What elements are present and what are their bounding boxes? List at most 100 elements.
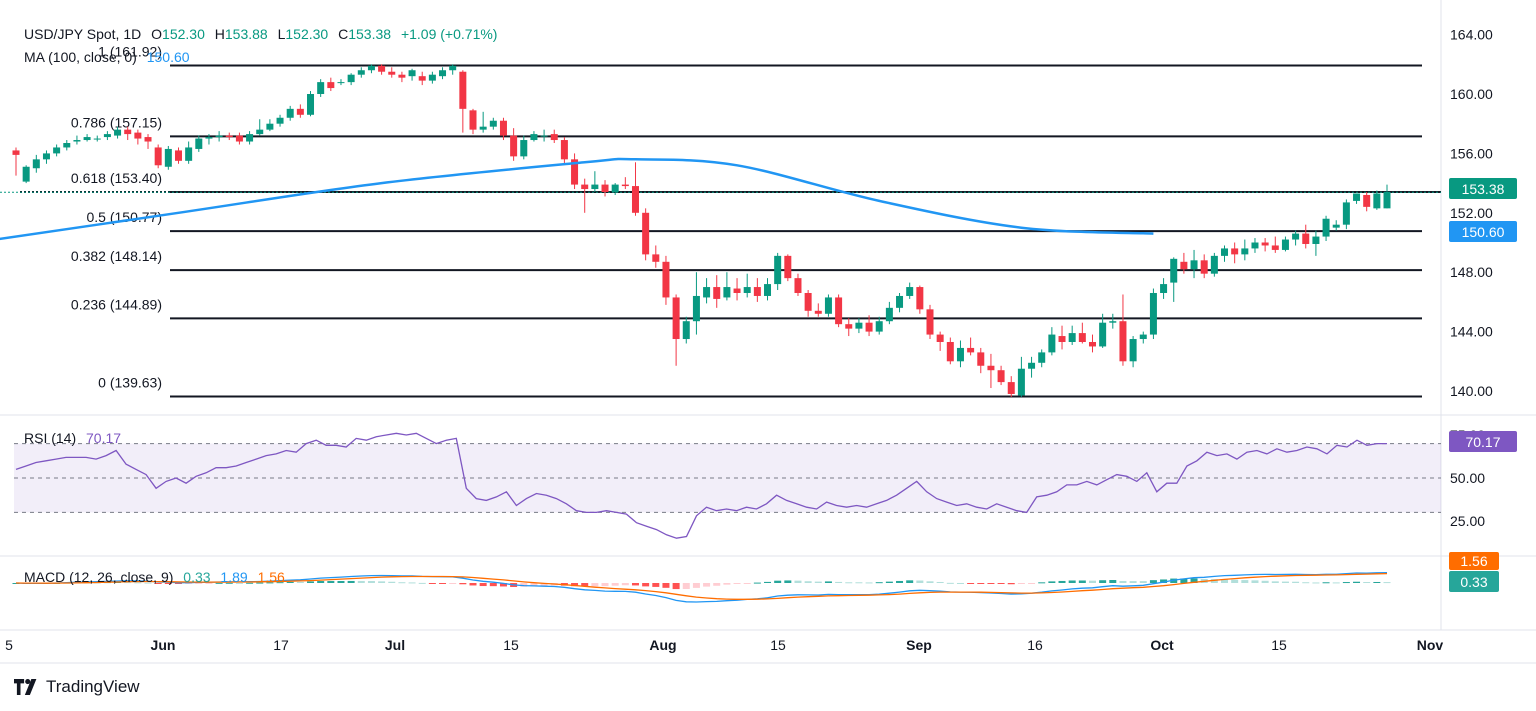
macd-histogram-bar	[449, 583, 457, 584]
rsi-legend: RSI (14) 70.17	[24, 430, 121, 446]
header-legend: USD/JPY Spot, 1D O152.30 H153.88 L152.30…	[24, 26, 497, 42]
candle-body	[1363, 194, 1371, 207]
macd-histogram-bar	[1028, 583, 1036, 584]
candle-body	[1190, 260, 1198, 270]
candle-body	[936, 334, 944, 342]
macd-histogram-bar	[621, 583, 629, 586]
tradingview-logo-icon	[14, 679, 37, 695]
candle-body	[753, 287, 761, 296]
macd-histogram-bar	[1363, 582, 1371, 584]
svg-text:153.38: 153.38	[1462, 181, 1505, 197]
macd-value: 0.33	[183, 569, 210, 585]
candle-body	[103, 134, 111, 138]
time-tick: 15	[770, 637, 786, 653]
open-value: 152.30	[162, 26, 205, 42]
macd-histogram-bar	[1251, 580, 1259, 583]
macd-histogram-bar	[1149, 580, 1157, 583]
macd-histogram-bar	[906, 580, 914, 583]
candle-body	[855, 322, 863, 329]
candle-body	[317, 82, 325, 94]
candle-body	[93, 138, 101, 140]
macd-histogram-bar	[540, 583, 548, 586]
macd-histogram-bar	[408, 582, 416, 584]
candle-body	[794, 278, 802, 293]
candle-body	[1312, 236, 1320, 244]
macd-histogram-bar	[195, 583, 203, 584]
candle-body	[1231, 248, 1239, 255]
rsi-label: RSI (14)	[24, 430, 76, 446]
macd-histogram-bar	[317, 581, 325, 583]
candle-body	[550, 134, 558, 141]
grid-lines	[0, 0, 1536, 664]
candle-body	[835, 297, 843, 325]
candle-body	[1109, 321, 1117, 323]
macd-histogram-bar	[1342, 582, 1350, 584]
macd-histogram-bar	[764, 581, 772, 583]
candle-body	[1221, 248, 1229, 256]
macd-histogram-bar	[1210, 579, 1218, 583]
price-tick: 160.00	[1450, 86, 1493, 102]
macd-histogram-bar	[845, 582, 853, 584]
candle-body	[672, 297, 680, 340]
ma-100-line	[0, 157, 1154, 241]
candle-body	[1271, 245, 1279, 250]
candle-body	[367, 65, 375, 71]
macd-histogram-bar	[367, 581, 375, 583]
candle-body	[469, 110, 477, 130]
candle-body	[764, 284, 772, 296]
candle-body	[997, 370, 1005, 383]
macd-histogram-bar	[733, 583, 741, 584]
candle-body	[723, 287, 731, 298]
candle-body	[611, 184, 619, 193]
candle-body	[743, 287, 751, 293]
macd-histogram-bar	[662, 583, 670, 588]
candle-body	[1200, 260, 1208, 274]
candle-body	[977, 352, 985, 366]
candle-body	[205, 137, 213, 139]
candle-body	[439, 70, 447, 77]
macd-histogram-bar	[956, 582, 964, 584]
ma-label: MA (100, close, 0)	[24, 49, 137, 65]
close-value: 153.38	[348, 26, 391, 42]
candle-body	[581, 184, 589, 190]
rsi-value: 70.17	[86, 430, 121, 446]
macd-histogram-bar	[347, 580, 355, 583]
macd-histogram-bar	[1281, 581, 1289, 583]
low-value: 152.30	[285, 26, 328, 42]
macd-histogram-bar	[235, 582, 243, 584]
time-tick: 16	[1027, 637, 1043, 653]
candle-body	[824, 297, 832, 314]
candle-body	[12, 150, 20, 155]
candle-body	[1139, 334, 1147, 340]
candle-body	[571, 159, 579, 185]
macd-histogram-bar	[1068, 580, 1076, 583]
macd-histogram-bar	[327, 581, 335, 583]
rsi-line	[15, 432, 1387, 539]
time-tick: Aug	[649, 637, 676, 653]
fib-level-label: 0 (139.63)	[98, 374, 162, 390]
candle-body	[398, 74, 406, 78]
macd-histogram-bar	[1017, 583, 1025, 584]
candle-body	[1149, 292, 1157, 335]
tradingview-brand[interactable]: TradingView	[14, 677, 140, 697]
macd-hist-badge: 0.33	[1449, 571, 1499, 592]
candle-body	[479, 126, 487, 130]
candle-body	[916, 287, 924, 310]
macd-histogram-bar	[479, 583, 487, 587]
macd-histogram-bar	[307, 581, 315, 583]
candle-body	[53, 147, 61, 154]
brand-name: TradingView	[46, 677, 140, 696]
time-tick: Jul	[385, 637, 405, 653]
fibonacci-retracement: 1 (161.92) 0.786 (157.15) 0.618 (153.40) 0.…	[0, 43, 1441, 398]
high-label: H	[215, 26, 225, 42]
macd-histogram-bar	[631, 583, 639, 586]
candle-body	[967, 347, 975, 353]
macd-histogram-bar	[215, 582, 223, 584]
price-tick: 164.00	[1450, 27, 1493, 43]
price-tick: 144.00	[1450, 324, 1493, 340]
candle-body	[276, 117, 284, 124]
macd-histogram-bar	[1383, 582, 1391, 584]
macd-histogram-bar	[824, 581, 832, 583]
candle-body	[1353, 193, 1361, 201]
macd-histogram-bar	[1119, 580, 1127, 583]
